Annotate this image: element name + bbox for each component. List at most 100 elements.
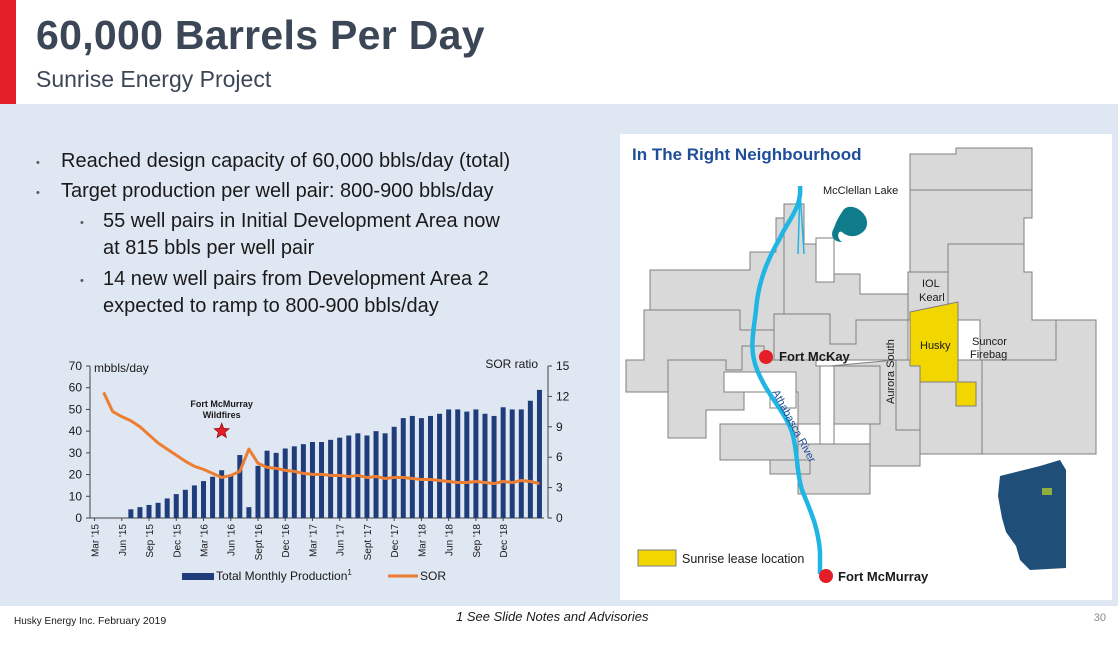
iol-kearl-label: Kearl — [919, 292, 945, 304]
x-tick-label: Jun '15 — [118, 524, 129, 556]
page-number: 30 — [1093, 612, 1106, 624]
suncor-label: Suncor — [972, 336, 1007, 348]
production-bar — [264, 450, 270, 518]
y2-axis-label: SOR ratio — [485, 357, 538, 371]
production-bar — [373, 431, 379, 518]
production-bar — [382, 433, 388, 518]
production-bar — [273, 452, 279, 518]
mcclellan-lake — [832, 206, 868, 242]
neighbourhood-map: In The Right Neighbourhood McClellan Lak… — [625, 145, 1097, 584]
y2-tick-label: 15 — [556, 359, 570, 373]
production-bar — [173, 494, 179, 518]
annotation-label: Fort McMurray — [190, 399, 253, 409]
x-tick-label: Mar '16 — [200, 524, 211, 557]
annotation-label: Wildfires — [203, 410, 241, 420]
page-subtitle: Sunrise Energy Project — [36, 66, 272, 92]
production-bar — [164, 498, 170, 518]
sunrise-lease-area — [909, 301, 977, 407]
map-title: In The Right Neighbourhood — [632, 145, 861, 164]
legend-superscript: 1 — [347, 568, 352, 577]
production-bar — [509, 409, 515, 518]
fort-mcmurray-label: Fort McMurray — [838, 569, 929, 584]
sub-bullet-line: 55 well pairs in Initial Development Are… — [103, 210, 500, 232]
production-bar — [418, 418, 424, 518]
production-bar — [536, 389, 542, 518]
x-tick-label: Mar '17 — [308, 524, 319, 557]
aurora-south-label: Aurora South — [885, 339, 897, 404]
production-bar — [428, 415, 433, 518]
iol-kearl-label: IOL — [922, 278, 940, 290]
production-bar — [500, 407, 506, 518]
x-tick-label: Sept '16 — [254, 524, 265, 561]
production-bar — [146, 504, 152, 518]
lease-parcel — [819, 365, 835, 445]
production-bar — [527, 400, 533, 518]
inset-location-marker — [1042, 488, 1052, 495]
mcclellan-lake-label: McClellan Lake — [823, 185, 898, 197]
production-bar — [446, 409, 452, 518]
x-tick-label: Mar '15 — [91, 524, 102, 557]
production-bar — [237, 455, 243, 518]
legend-production-label: Total Monthly Production1 — [216, 568, 352, 583]
production-bar — [309, 442, 315, 518]
sub-bullet-line: expected to ramp to 800-900 bbls/day — [103, 295, 439, 317]
footer-note: 1 See Slide Notes and Advisories — [456, 609, 649, 624]
page-title: 60,000 Barrels Per Day — [36, 12, 485, 58]
production-bar — [455, 409, 461, 518]
fort-mcmurray-marker — [819, 569, 833, 583]
fort-mckay-marker — [759, 350, 773, 364]
production-bar — [409, 415, 415, 518]
legend-production-swatch — [182, 573, 214, 580]
footer-company-name: Husky Energy Inc. — [14, 616, 96, 627]
sor-line — [102, 391, 540, 486]
production-bar — [300, 444, 306, 518]
sub-bullet-line: at 815 bbls per well pair — [103, 237, 315, 259]
y-tick-label: 20 — [69, 468, 83, 482]
y2-tick-label: 0 — [556, 511, 563, 525]
production-bar — [191, 485, 197, 518]
y-tick-label: 50 — [69, 402, 83, 416]
production-bar — [282, 448, 288, 518]
production-bar — [473, 409, 479, 518]
x-tick-label: Sept '17 — [363, 524, 374, 561]
y-tick-label: 10 — [69, 489, 83, 503]
footer-company: Husky Energy Inc. February 2019 — [14, 615, 166, 627]
fort-mckay-label: Fort McKay — [779, 349, 851, 364]
production-bar — [464, 411, 470, 518]
lease-parcel — [815, 237, 835, 283]
legend-sor-label: SOR — [420, 569, 446, 583]
suncor-label: Firebag — [970, 349, 1007, 361]
lease-parcels — [625, 147, 1097, 495]
sub-bullet-item: 55 well pairs in Initial Development Are… — [36, 208, 596, 262]
y-tick-label: 40 — [69, 424, 83, 438]
production-bar — [391, 426, 397, 518]
production-bar — [255, 465, 261, 518]
y-tick-label: 60 — [69, 381, 83, 395]
x-tick-label: Mar '18 — [417, 524, 428, 557]
bullet-item: Target production per well pair: 800-900… — [36, 176, 596, 208]
production-bar — [291, 446, 297, 518]
production-bar — [337, 437, 343, 518]
production-bar — [228, 474, 234, 518]
x-tick-label: Jun '17 — [336, 524, 347, 556]
footer-date: February 2019 — [97, 615, 167, 627]
production-bar — [437, 413, 443, 518]
sub-bullet-line: 14 new well pairs from Development Area … — [103, 268, 489, 290]
x-tick-label: Sep '15 — [145, 524, 156, 558]
x-tick-label: Jun '18 — [445, 524, 456, 556]
legend-lease-swatch — [637, 549, 677, 567]
production-bar — [137, 507, 143, 518]
production-bar — [518, 409, 524, 518]
production-bar — [182, 489, 188, 518]
athabasca-river-branch — [797, 189, 805, 255]
accent-bar — [0, 0, 16, 104]
production-bar — [482, 413, 488, 518]
x-tick-label: Dec '15 — [172, 524, 183, 558]
lease-parcel — [769, 459, 811, 475]
production-bar — [155, 502, 161, 518]
y-tick-label: 70 — [69, 359, 83, 373]
y-tick-label: 0 — [75, 511, 82, 525]
production-bar — [128, 509, 134, 518]
y2-tick-label: 12 — [556, 389, 570, 403]
production-chart: 0 10 20 30 40 50 60 70 0 3 6 9 12 15 mbbls/day SOR rati… — [69, 357, 570, 583]
